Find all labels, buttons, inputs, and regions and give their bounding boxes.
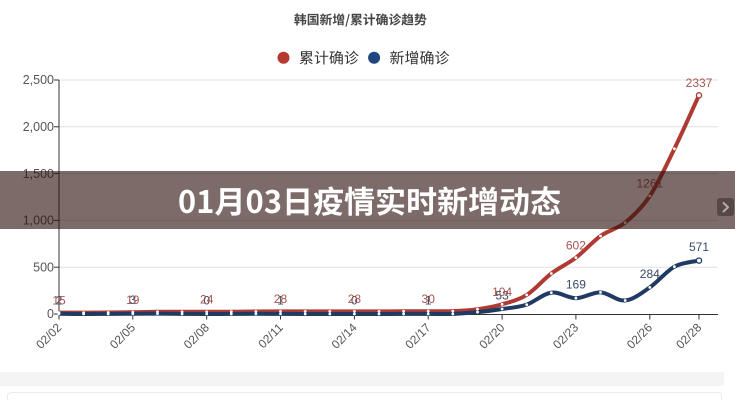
svg-text:30: 30 bbox=[422, 292, 436, 306]
svg-text:571: 571 bbox=[689, 240, 709, 254]
svg-text:15: 15 bbox=[52, 293, 66, 307]
svg-text:1: 1 bbox=[425, 293, 432, 307]
svg-text:2337: 2337 bbox=[686, 76, 713, 90]
svg-text:0: 0 bbox=[47, 307, 54, 321]
svg-text:104: 104 bbox=[492, 285, 512, 299]
svg-text:0: 0 bbox=[203, 294, 210, 308]
svg-text:1: 1 bbox=[277, 293, 284, 307]
svg-text:500: 500 bbox=[33, 260, 54, 274]
svg-text:284: 284 bbox=[640, 267, 660, 281]
svg-text:602: 602 bbox=[566, 238, 586, 252]
svg-text:2,000: 2,000 bbox=[23, 120, 54, 134]
svg-text:169: 169 bbox=[566, 278, 586, 292]
svg-text:2: 2 bbox=[56, 293, 63, 307]
svg-text:0: 0 bbox=[351, 294, 358, 308]
svg-text:2,500: 2,500 bbox=[23, 73, 54, 87]
svg-text:28: 28 bbox=[348, 292, 362, 306]
svg-text:19: 19 bbox=[126, 293, 140, 307]
svg-text:53: 53 bbox=[495, 289, 509, 303]
svg-text:28: 28 bbox=[274, 292, 288, 306]
svg-text:24: 24 bbox=[200, 293, 214, 307]
svg-text:3: 3 bbox=[129, 293, 136, 307]
